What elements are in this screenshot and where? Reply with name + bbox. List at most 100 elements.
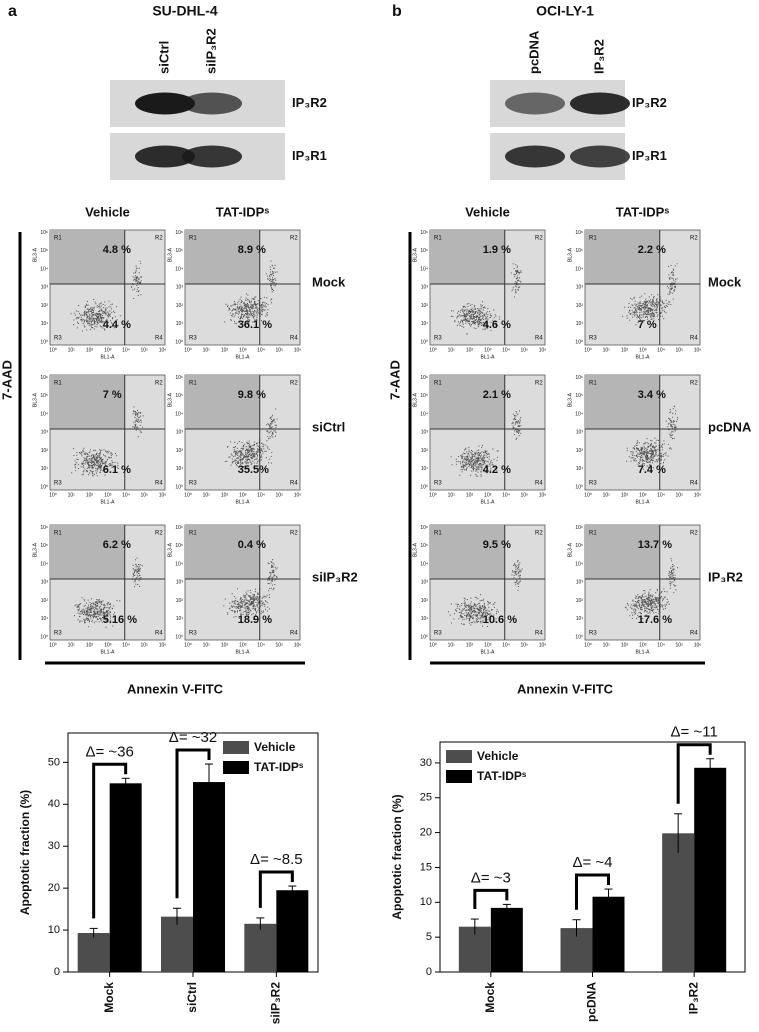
flow-y-tick: 10¹ [576,321,584,327]
lane-label: siIP₃R2 [203,28,218,74]
flow-y-tick: 10² [41,598,49,604]
flow-y-tick: 10⁰ [40,339,48,345]
flow-y-tick: 10¹ [176,321,184,327]
flow-x-tick: 10⁰ [49,492,57,498]
flow-x-tick: 10⁴ [122,492,130,498]
y-axis-title: Apoptotic fraction (%) [390,794,404,919]
quadrant-name: R1 [434,531,442,537]
flow-y-tick: 10⁵ [40,248,48,254]
quadrant-name: R4 [690,336,698,342]
quadrant-name: R4 [535,336,543,342]
quadrant-name: R2 [535,531,543,537]
x-tick-label: siIP₃R2 [269,982,283,1025]
quadrant-r1 [185,375,260,430]
flow-x-label: BL1-A [236,649,251,655]
flow-y-tick: 10⁶ [40,375,48,381]
flow-y-tick: 10¹ [176,616,184,622]
quadrant-name: R1 [189,381,197,387]
quadrant-r1 [50,230,125,285]
panel-title: OCI-LY-1 [536,3,594,19]
difference-label: Δ= ~36 [85,743,133,760]
flow-x-tick: 10¹ [68,642,76,648]
flow-x-tick: 10¹ [448,642,456,648]
row-label: siCtrl [312,419,345,434]
flow-x-tick: 10² [621,492,629,498]
flow-y-label: BL3-A [567,542,573,557]
bar [490,907,523,972]
flow-x-tick: 10⁰ [49,642,57,648]
flow-y-tick: 10⁶ [175,375,183,381]
quadrant-name: R1 [189,531,197,537]
x-tick-label: pcDNA [585,982,599,1022]
flow-y-tick: 10³ [41,285,49,291]
flow-y-tick: 10⁴ [575,561,583,567]
quadrant-percent: 10.6 % [483,614,517,626]
flow-y-tick: 10⁵ [575,543,583,549]
flow-y-tick: 10² [421,303,429,309]
quadrant-percent: 4.4 % [103,319,131,331]
quadrant-r1 [430,230,505,285]
flow-y-tick: 10¹ [576,616,584,622]
flow-x-tick: 10⁵ [140,347,148,353]
flow-y-tick: 10³ [176,285,184,291]
legend-swatch [446,750,472,763]
difference-label: Δ= ~32 [169,729,217,746]
flow-x-tick: 10¹ [603,347,611,353]
flow-y-tick: 10² [421,598,429,604]
row-label: siIP₃R2 [312,569,358,584]
flow-x-tick: 10² [86,492,94,498]
quadrant-name: R2 [690,381,698,387]
flow-x-tick: 10³ [639,347,647,353]
flow-x-tick: 10⁵ [140,642,148,648]
quadrant-name: R4 [155,336,163,342]
y-tick-label: 10 [420,896,432,908]
event-dots [74,557,143,628]
y-tick-label: 30 [420,757,432,769]
legend-swatch [223,761,249,774]
y-axis-title: Apoptotic fraction (%) [18,790,32,915]
quadrant-percent: 2.1 % [483,389,511,401]
flow-y-tick: 10⁶ [175,525,183,531]
flow-x-tick: 10⁶ [694,492,702,498]
flow-y-tick: 10⁰ [420,339,428,345]
difference-label: Δ= ~4 [572,854,612,871]
quadrant-name: R3 [189,336,197,342]
quadrant-r1 [185,525,260,580]
flow-y-tick: 10¹ [41,466,49,472]
x-axis-title: Annexin V-FITC [517,681,614,696]
flow-y-tick: 10⁰ [575,484,583,490]
quadrant-percent: 13.7 % [638,539,672,551]
flow-y-label: BL3-A [412,392,418,407]
flow-y-tick: 10² [576,303,584,309]
flow-x-label: BL1-A [236,499,251,505]
flow-x-label: BL1-A [101,354,116,360]
flow-x-tick: 10³ [239,347,247,353]
flow-x-tick: 10³ [239,492,247,498]
flow-x-tick: 10⁰ [429,347,437,353]
flow-y-tick: 10⁰ [40,634,48,640]
y-tick-label: 25 [420,792,432,804]
quadrant-name: R4 [535,631,543,637]
quadrant-percent: 9.8 % [238,389,266,401]
quadrant-percent: 17.6 % [638,614,672,626]
bar [161,916,193,972]
quadrant-name: R4 [690,481,698,487]
quadrant-name: R2 [290,236,298,242]
bar [694,767,727,972]
quadrant-name: R2 [290,531,298,537]
quadrant-percent: 3.4 % [638,389,666,401]
flow-x-label: BL1-A [481,649,496,655]
quadrant-name: R2 [535,381,543,387]
flow-y-tick: 10⁰ [575,634,583,640]
flow-y-tick: 10⁶ [575,230,583,236]
flow-y-tick: 10² [176,303,184,309]
flow-x-tick: 10³ [639,492,647,498]
quadrant-name: R4 [690,631,698,637]
bar [276,890,309,972]
flow-y-tick: 10⁰ [175,634,183,640]
bar [109,783,142,972]
flow-y-label: BL3-A [412,542,418,557]
flow-y-tick: 10⁶ [175,230,183,236]
quadrant-r1 [50,525,125,580]
panel-letter: b [392,3,402,20]
